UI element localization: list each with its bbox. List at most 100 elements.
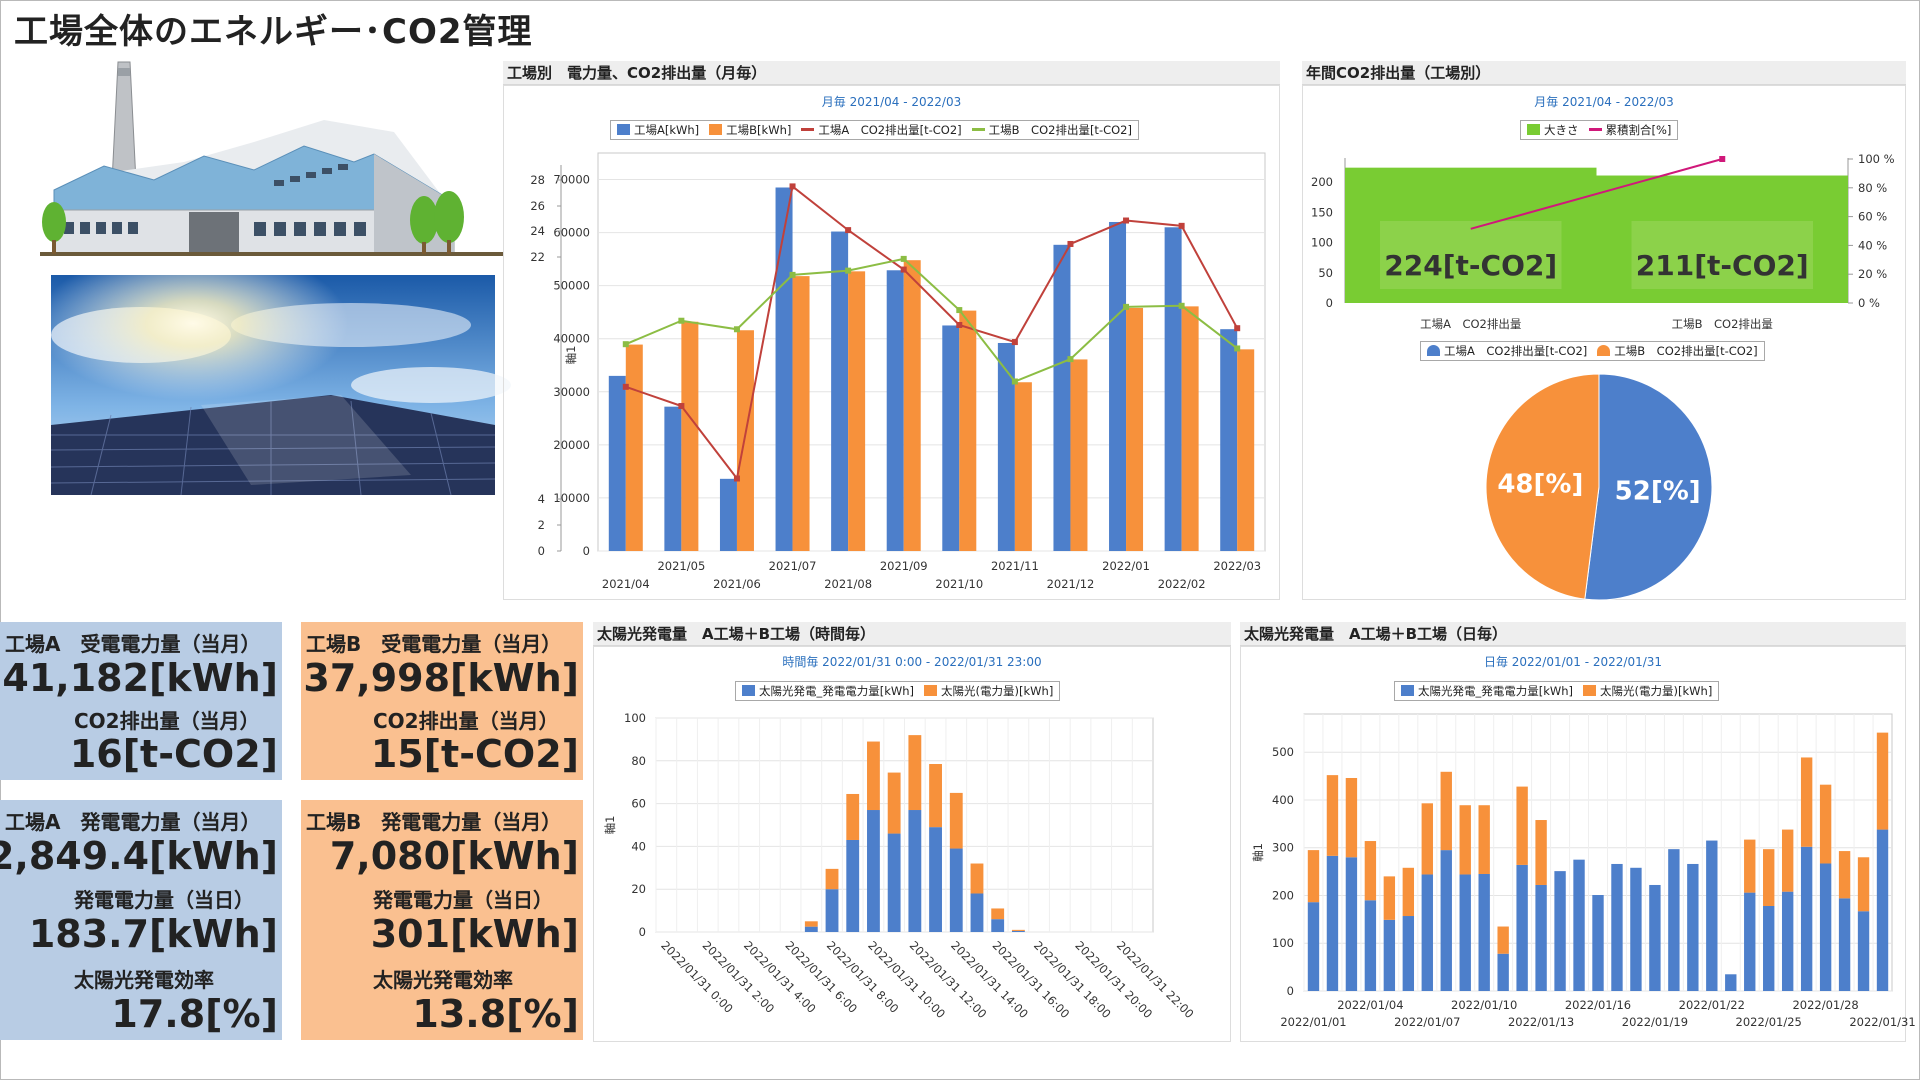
- line-cumulative: [1470, 158, 1723, 230]
- x-tick-label: 2021/11: [991, 559, 1039, 573]
- secondary-y-tick-label: 22: [530, 250, 545, 264]
- bar-data-label: 224[t-CO2]: [1384, 249, 1557, 282]
- page-title: 工場全体のエネルギー･CO2管理: [14, 12, 533, 52]
- daily-chart: 0 100 200 300 400 500 軸1 2022/01/04 2022/01/10 20…: [1251, 713, 1916, 1029]
- bar-solar-generation: [1800, 846, 1813, 991]
- bar-factory-b: [625, 344, 643, 551]
- legend-item-size: 大きさ: [1527, 122, 1579, 138]
- y-tick-label: 100: [1311, 236, 1333, 250]
- x-tick-label: 2022/01/31 2:00: [700, 938, 778, 1016]
- secondary-y-tick-label: 24: [530, 224, 545, 238]
- bar-factory-b: [1181, 306, 1199, 551]
- y-tick-label: 40: [631, 839, 646, 853]
- x-tick-label: 2022/01/31 20:00: [1072, 938, 1155, 1021]
- x-tick-label: 2021/12: [1047, 577, 1095, 591]
- line-co2-a-marker: [845, 227, 852, 234]
- y-tick-label: 40000: [553, 332, 590, 346]
- secondary-y-tick-label: 4: [538, 492, 545, 506]
- bar-solar-generation: [1763, 905, 1775, 991]
- x-tick-label: 2022/01/16: [1565, 998, 1631, 1012]
- kpi-eff-value: 17.8[%]: [111, 992, 278, 1036]
- x-tick-label: 2021/05: [657, 559, 705, 573]
- y2-tick-label: 100 %: [1858, 152, 1895, 166]
- bar-solar-energy: [1857, 857, 1870, 912]
- line-co2-a-marker: [1011, 339, 1018, 346]
- bar-factory-a: [997, 342, 1015, 551]
- legend-label: 工場A[kWh]: [634, 123, 700, 137]
- bar-solar-energy: [1307, 850, 1320, 903]
- bar-solar-generation: [1478, 873, 1490, 991]
- kpi-eff-label: 太陽光発電効率: [373, 968, 513, 992]
- bar-solar-energy: [1781, 829, 1794, 892]
- kpi-co2-label: CO2排出量（当月）: [74, 709, 260, 733]
- daily-chart-subtitle: 日毎 2022/01/01 - 2022/01/31: [1483, 655, 1663, 669]
- bar-solar-energy: [867, 741, 880, 811]
- bar-factory-a: [942, 325, 960, 551]
- hourly-chart-panel: [593, 646, 1231, 1042]
- bar-factory-b: [959, 310, 977, 551]
- daily-chart-panel: [1240, 646, 1906, 1042]
- monthly-chart-panel: [503, 85, 1280, 600]
- bar-solar-generation: [1554, 871, 1566, 991]
- bar-solar-generation: [1611, 863, 1623, 991]
- bar-factory-b: [1070, 359, 1088, 551]
- legend-label: 工場B CO2排出量[t-CO2]: [988, 123, 1132, 137]
- y-tick-label: 0: [1326, 296, 1333, 310]
- bar-data-label: 211[t-CO2]: [1636, 249, 1809, 282]
- bar-solar-generation: [1649, 884, 1661, 991]
- monthly-chart-header: 工場別 電力量、CO2排出量（月毎）: [503, 61, 1280, 85]
- bar-factory-b: [1126, 307, 1144, 551]
- x-tick-label: 工場A CO2排出量: [1420, 317, 1521, 331]
- monthly-chart-legend: 工場A[kWh] 工場B[kWh] 工場A CO2排出量[t-CO2] 工場B …: [610, 120, 1139, 140]
- pie-chart: 52[%] 48[%]: [1485, 373, 1713, 601]
- bar-solar-energy: [1819, 784, 1832, 864]
- bar-solar-energy: [929, 764, 942, 828]
- bar-solar-generation: [1383, 919, 1396, 991]
- bar-solar-generation: [1592, 895, 1604, 991]
- x-tick-label: 2022/01/07: [1394, 1015, 1460, 1029]
- legend-item-pie-a: 工場A CO2排出量[t-CO2]: [1427, 343, 1587, 359]
- y-tick-label: 200: [1272, 888, 1294, 902]
- kpi-co2-label: CO2排出量（当月）: [373, 709, 559, 733]
- line-co2-b-marker: [1067, 356, 1074, 363]
- x-tick-label: 2022/01: [1102, 559, 1150, 573]
- legend-label: 太陽光発電_発電電力量[kWh]: [759, 684, 915, 698]
- kpi-label: 工場A 受電電力量（当月）: [5, 632, 261, 656]
- y-tick-label: 60: [631, 797, 646, 811]
- x-tick-label: 2022/01/31 6:00: [782, 938, 860, 1016]
- x-tick-label: 2022/01/31: [1849, 1015, 1915, 1029]
- x-tick-label: 2022/01/22: [1679, 998, 1745, 1012]
- legend-item-co2-b: 工場B CO2排出量[t-CO2]: [971, 122, 1132, 138]
- annual-chart-subtitle: 月毎 2021/04 - 2022/03: [1534, 95, 1674, 109]
- y-tick-label: 100: [1272, 936, 1294, 950]
- x-tick-label: 2021/07: [769, 559, 817, 573]
- legend-item-solar-gen: 太陽光発電_発電電力量[kWh]: [1401, 683, 1573, 699]
- bar-solar-generation: [1011, 930, 1025, 932]
- line-co2-a-marker: [1123, 217, 1130, 224]
- y-tick-label: 20: [631, 882, 646, 896]
- bar-solar-generation: [1345, 857, 1358, 991]
- bar-solar-energy: [825, 868, 839, 890]
- x-tick-label: 2022/01/25: [1736, 1015, 1802, 1029]
- bar-solar-energy: [970, 863, 984, 894]
- bar-factory-a: [1220, 329, 1238, 551]
- kpi-day-value: 183.7[kWh]: [28, 912, 278, 956]
- legend-label: 大きさ: [1544, 123, 1579, 137]
- bar-solar-energy: [991, 908, 1005, 920]
- kpi-value: 41,182[kWh]: [2, 656, 278, 700]
- x-tick-label: 2022/01/19: [1622, 1015, 1688, 1029]
- x-tick-label: 2022/01/31 22:00: [1114, 938, 1197, 1021]
- bar-solar-energy: [1763, 849, 1775, 906]
- x-tick-label: 2021/10: [935, 577, 983, 591]
- bar-solar-generation: [1497, 953, 1509, 991]
- bar-solar-generation: [1421, 874, 1433, 991]
- legend-label: 太陽光(電力量)[kWh]: [941, 684, 1054, 698]
- annual-chart: 0 50 100 150 200 0 % 20 % 40 % 60 % 80 % 100 % 224[…: [1311, 152, 1895, 331]
- x-tick-label: 2021/04: [602, 577, 650, 591]
- secondary-y-tick-label: 26: [530, 199, 545, 213]
- legend-item-factory-b: 工場B[kWh]: [709, 122, 791, 138]
- x-tick-label: 2022/02: [1158, 577, 1206, 591]
- bar-solar-energy: [1440, 771, 1452, 851]
- x-tick-label: 2022/01/31 4:00: [741, 938, 819, 1016]
- bar-solar-energy: [1516, 786, 1528, 865]
